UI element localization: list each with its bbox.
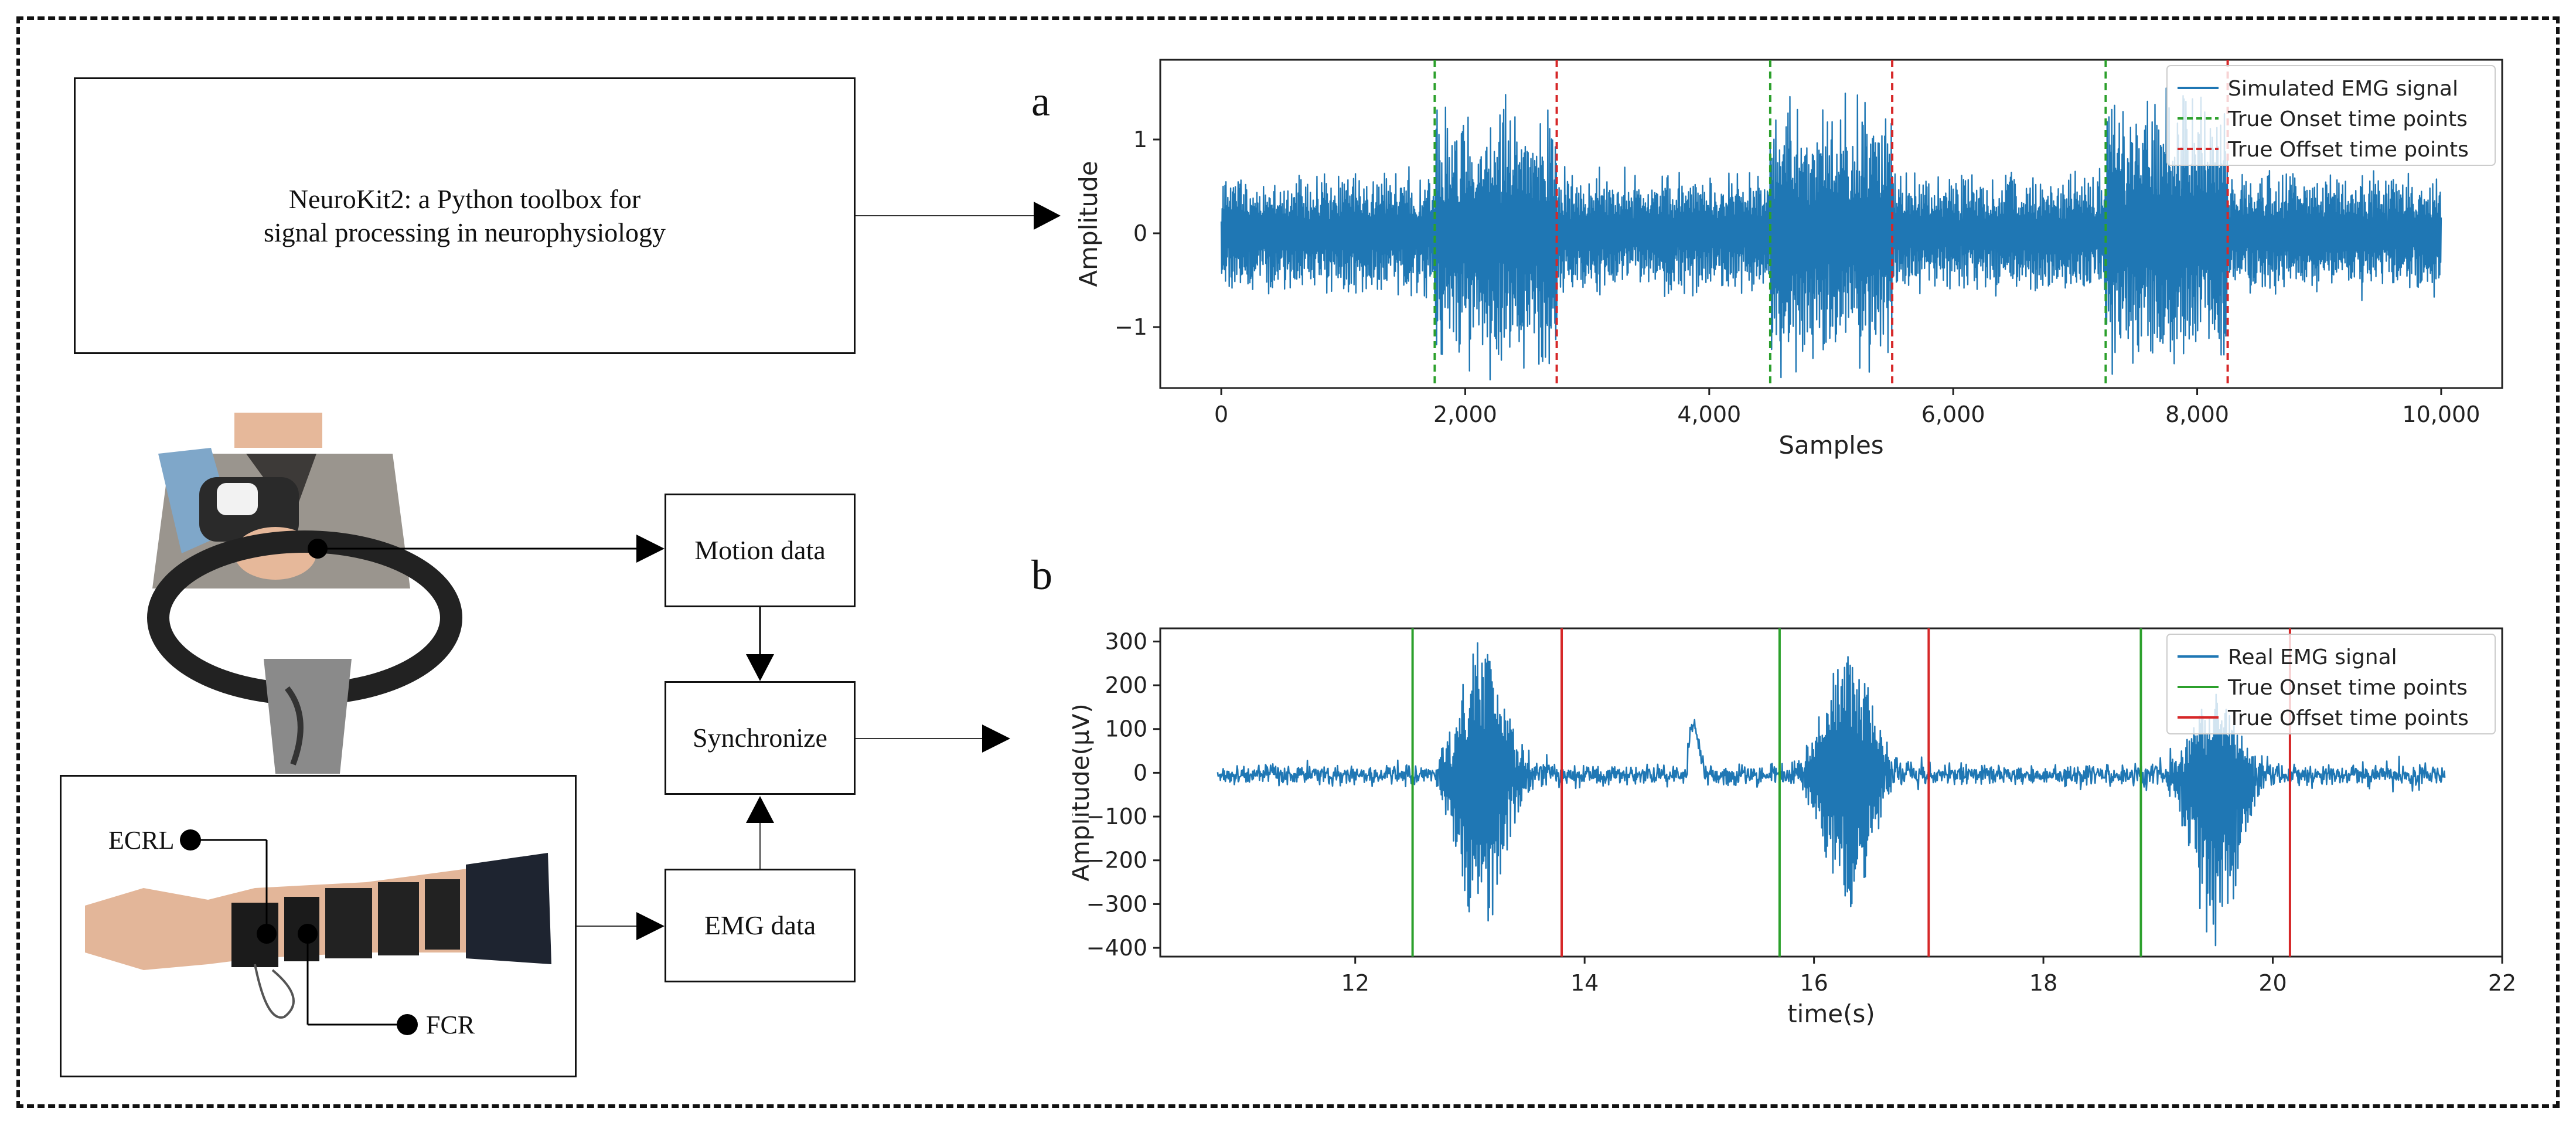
- ecrl-label: ECRL: [108, 826, 174, 855]
- arm-to-emg-arrowhead: [636, 912, 665, 940]
- fcr-marker: [397, 1014, 418, 1035]
- chart-b-xtick-label-1: 14: [1570, 970, 1599, 996]
- chart-a-simulated-emg: 0 2,000 4,000 6,000 8,000 10,000 −1 0 1 Samples Am…: [1074, 59, 2503, 460]
- emg-data-label: EMG data: [704, 910, 816, 941]
- chart-a-xtick-label-2: 4,000: [1677, 402, 1741, 427]
- sensor-to-motion-arrowhead: [636, 535, 665, 563]
- chart-b-ytick-label-1: 200: [1105, 672, 1147, 698]
- chart-b-legend-box: [2166, 634, 2496, 734]
- brace-strap-4: [378, 882, 419, 955]
- chart-b-xtick-label-5: 22: [2488, 970, 2516, 996]
- chart-a-xtick-label-0: 0: [1214, 402, 1228, 427]
- synchronize-label: Synchronize: [693, 723, 827, 753]
- person-steering-illustration: [147, 413, 462, 774]
- chart-b-xtick-label-4: 20: [2258, 970, 2287, 996]
- person-face: [234, 413, 322, 448]
- chart-a-legend-label-1: True Onset time points: [2227, 107, 2468, 131]
- panel-label-a: a: [1031, 78, 1050, 125]
- synchronize-box: Synchronize: [665, 681, 856, 795]
- chart-b-legend-label-2: True Offset time points: [2227, 706, 2469, 730]
- chart-a-ytick-label-1: 0: [1133, 220, 1147, 246]
- chart-a-xtick-label-3: 6,000: [1921, 402, 1985, 427]
- motion-data-label: Motion data: [694, 535, 826, 566]
- column-decal: [285, 686, 304, 766]
- chart-b-ytick-label-7: −400: [1086, 935, 1147, 961]
- chart-a-ytick-label-2: 1: [1133, 127, 1147, 152]
- neurokit-toolbox-box: NeuroKit2: a Python toolbox for signal p…: [74, 77, 856, 354]
- fcr-label: FCR: [426, 1011, 475, 1039]
- chart-b-ytick-label-4: −100: [1086, 804, 1147, 829]
- arm-illustration: ECRL FCR: [85, 826, 551, 1039]
- arm-electrode-panel: ECRL FCR: [60, 775, 577, 1077]
- chart-a-ytick-label-0: −1: [1115, 314, 1147, 340]
- chart-a-xtick-label-4: 8,000: [2165, 402, 2229, 427]
- chart-b-ytick-label-3: 0: [1133, 760, 1147, 785]
- brace-strap-3: [325, 888, 372, 958]
- chart-a-legend-label-0: Simulated EMG signal: [2228, 77, 2458, 101]
- chart-b-real-emg: 12 14 16 18 20 22 300 200 100 0 −100 −200 −300 −400 ti…: [1072, 627, 2516, 1028]
- chart-b-signal-group: [1217, 642, 2446, 947]
- chart-b-signal-line: [1217, 642, 2446, 947]
- chart-a-legend-box: [2166, 65, 2496, 166]
- chart-a-legend-label-2: True Offset time points: [2227, 138, 2469, 162]
- chart-b-legend-label-0: Real EMG signal: [2228, 645, 2397, 669]
- steering-column: [264, 659, 352, 774]
- chart-a-xtick-label-5: 10,000: [2402, 402, 2480, 427]
- chart-b-ylabel: Amplitude(μV): [1072, 703, 1095, 881]
- chart-a-xlabel: Samples: [1778, 431, 1883, 460]
- ecrl-electrode-dot: [257, 924, 277, 944]
- chart-b-legend-label-1: True Onset time points: [2227, 676, 2468, 700]
- electrode-wires: [254, 964, 295, 1019]
- imu-sensor: [217, 483, 258, 515]
- chart-b-xtick-label-0: 12: [1341, 970, 1369, 996]
- sync-to-chart-b-arrowhead: [982, 724, 1010, 753]
- chart-a-signal-group: [1220, 87, 2442, 381]
- chart-b-ytick-label-2: 100: [1105, 716, 1147, 742]
- chart-a-ylabel: Amplitude: [1074, 161, 1103, 287]
- chart-b-ytick-label-0: 300: [1105, 628, 1147, 654]
- chart-b-xtick-label-3: 18: [2029, 970, 2057, 996]
- emg-data-box: EMG data: [665, 869, 856, 982]
- chart-a-xtick-label-1: 2,000: [1433, 402, 1497, 427]
- chart-b-ytick-label-5: −200: [1086, 848, 1147, 873]
- chart-b-xtick-label-2: 16: [1800, 970, 1828, 996]
- emg-to-sync-arrowhead: [746, 796, 774, 823]
- chart-b-xlabel: time(s): [1787, 999, 1875, 1028]
- chart-b-ytick-label-6: −300: [1086, 891, 1147, 917]
- panel-label-b: b: [1031, 552, 1052, 598]
- motion-data-box: Motion data: [665, 494, 856, 607]
- jacket-sleeve: [466, 853, 551, 964]
- toolbox-to-chart-a-arrowhead: [1034, 202, 1061, 230]
- ecrl-marker: [180, 829, 201, 851]
- dashed-frame: [16, 16, 2560, 1108]
- brace-strap-5: [425, 879, 460, 950]
- neurokit-toolbox-label: NeuroKit2: a Python toolbox for signal p…: [263, 183, 666, 248]
- motion-to-sync-arrowhead: [746, 654, 774, 681]
- chart-a-signal-line: [1220, 87, 2442, 381]
